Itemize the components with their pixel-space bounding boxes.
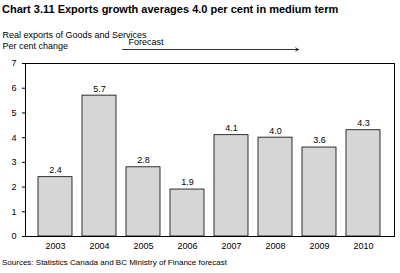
html-text:Chart 3.11 Exports growth aver: Chart 3.11 Exports growth averages 4.0 p… (2, 3, 339, 15)
svg-text:5: 5 (11, 108, 16, 118)
svg-text:2004: 2004 (89, 241, 109, 251)
svg-text:1.9: 1.9 (181, 177, 194, 187)
svg-text:2: 2 (11, 182, 16, 192)
svg-text:2.4: 2.4 (49, 165, 62, 175)
svg-text:0: 0 (11, 231, 16, 241)
svg-text:3.6: 3.6 (313, 135, 326, 145)
svg-text:2.8: 2.8 (137, 155, 150, 165)
svg-text:4: 4 (11, 133, 16, 143)
svg-text:Real exports of Goods and Serv: Real exports of Goods and Services (3, 30, 148, 40)
svg-text:5.7: 5.7 (93, 84, 106, 94)
svg-text:Per cent change: Per cent change (3, 41, 69, 51)
svg-text:2006: 2006 (177, 241, 197, 251)
svg-text:Forecast: Forecast (129, 37, 165, 47)
svg-text:2009: 2009 (309, 241, 329, 251)
svg-text:2008: 2008 (265, 241, 285, 251)
svg-text:4.3: 4.3 (357, 118, 370, 128)
svg-text:2010: 2010 (353, 241, 373, 251)
svg-text:4.1: 4.1 (225, 123, 238, 133)
svg-text:2005: 2005 (133, 241, 153, 251)
svg-text:2003: 2003 (45, 241, 65, 251)
svg-text:7: 7 (11, 58, 16, 68)
html-text:Sources: Statistics Canada and: Sources: Statistics Canada and BC Minist… (2, 258, 227, 267)
svg-text:3: 3 (11, 157, 16, 167)
svg-text:4.0: 4.0 (269, 126, 282, 136)
svg-text:1: 1 (11, 207, 16, 217)
svg-text:6: 6 (11, 83, 16, 93)
svg-text:2007: 2007 (221, 241, 241, 251)
